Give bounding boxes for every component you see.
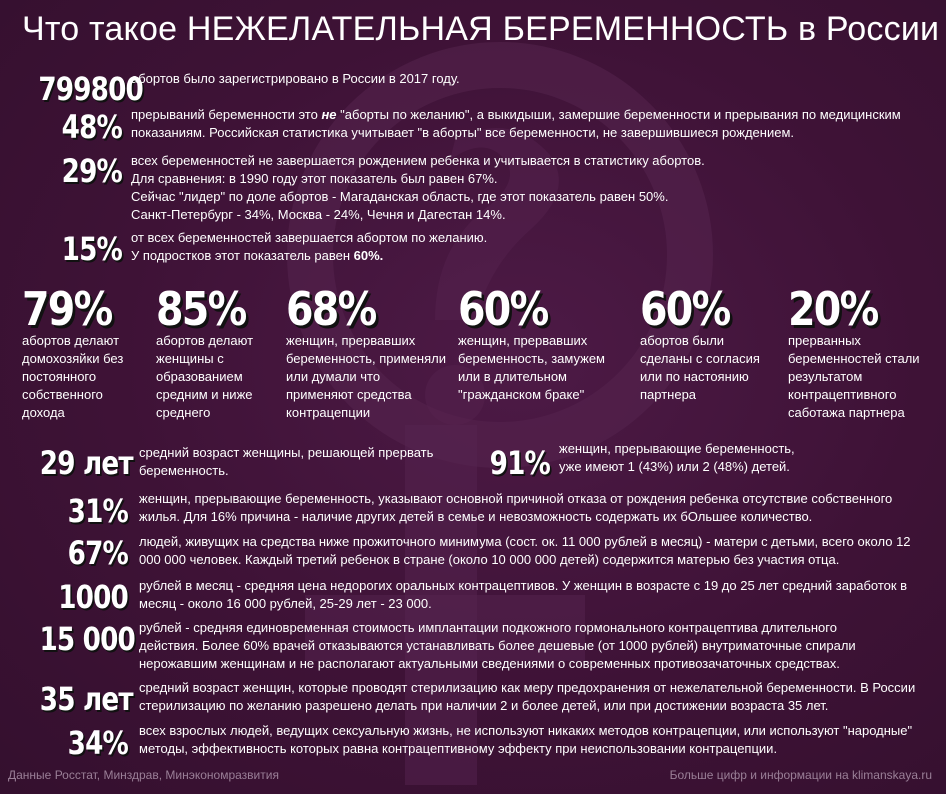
stat-number: 29 лет	[39, 444, 134, 482]
stat-number: 48%	[61, 108, 123, 146]
column-number: 68%	[286, 282, 377, 336]
stat-number: 35 лет	[39, 680, 134, 718]
stat-text: женщин, прерывающие беременность, уже им…	[559, 441, 795, 474]
stat-line: Санкт-Петербург - 34%, Москва - 24%, Чеч…	[131, 207, 506, 222]
stat-text: от всех беременностей завершается аборто…	[131, 229, 921, 265]
column-text: абортов делают женщины с образованием ср…	[156, 333, 254, 420]
column-text: абортов были сделаны с согласия или по н…	[640, 333, 760, 402]
column-number: 85%	[156, 282, 247, 336]
page-title: Что такое НЕЖЕЛАТЕЛЬНАЯ БЕРЕМЕННОСТЬ в Р…	[22, 10, 940, 48]
column-number: 60%	[458, 282, 549, 336]
stat-text: женщин, прерывающие беременность, указыв…	[139, 491, 893, 524]
stat-highlight: не	[321, 107, 337, 122]
stat-number: 15%	[61, 230, 123, 268]
stat-number: 91%	[489, 444, 551, 482]
stat-highlight: 60%.	[353, 248, 384, 263]
stat-number: 799800	[38, 70, 143, 108]
column-text: абортов делают домохозяйки без постоянно…	[22, 333, 124, 420]
stat-text: абортов было зарегистрировано в России в…	[131, 71, 460, 86]
stat-text: средний возраст женщин, которые проводят…	[139, 680, 916, 713]
stat-number: 34%	[67, 724, 129, 762]
stat-line-text: У подростков этот показатель равен	[131, 248, 354, 263]
footer-source: Данные Росстат, Минздрав, Минэкономразви…	[8, 768, 279, 782]
stat-line: всех беременностей не завершается рожден…	[131, 153, 705, 168]
column-number: 60%	[640, 282, 731, 336]
column-text: женщин, прервавших беременность, замужем…	[458, 333, 605, 402]
column-text: прерванных беременностей стали результат…	[788, 333, 920, 420]
stat-line: У подростков этот показатель равен 60%.	[131, 247, 921, 265]
stat-line: от всех беременностей завершается аборто…	[131, 230, 488, 245]
footer-link[interactable]: Больше цифр и информации на klimanskaya.…	[669, 768, 932, 782]
stat-text: всех взрослых людей, ведущих сексуальную…	[139, 723, 913, 756]
stat-text: всех беременностей не завершается рожден…	[131, 152, 921, 224]
stat-line: Для сравнения: в 1990 году этот показате…	[131, 171, 498, 186]
stat-number: 15 000	[39, 620, 135, 658]
column-text: женщин, прервавших беременность, применя…	[286, 333, 446, 420]
stat-line: Сейчас "лидер" по доле абортов - Магадан…	[131, 189, 669, 204]
stat-text: рублей - средняя единовременная стоимост…	[139, 620, 856, 671]
stat-text: людей, живущих на средства ниже прожиточ…	[139, 534, 911, 567]
column-number: 20%	[788, 282, 879, 336]
stat-text: средний возраст женщины, решающей прерва…	[139, 445, 434, 478]
stat-number: 67%	[67, 534, 129, 572]
column-number: 79%	[22, 282, 113, 336]
stat-number: 1000	[58, 578, 129, 616]
stat-text: рублей в месяц - средняя цена недорогих …	[139, 578, 908, 611]
stat-text: прерываний беременности это не "аборты п…	[131, 107, 901, 140]
stat-number: 29%	[61, 152, 123, 190]
stat-number: 31%	[67, 492, 129, 530]
